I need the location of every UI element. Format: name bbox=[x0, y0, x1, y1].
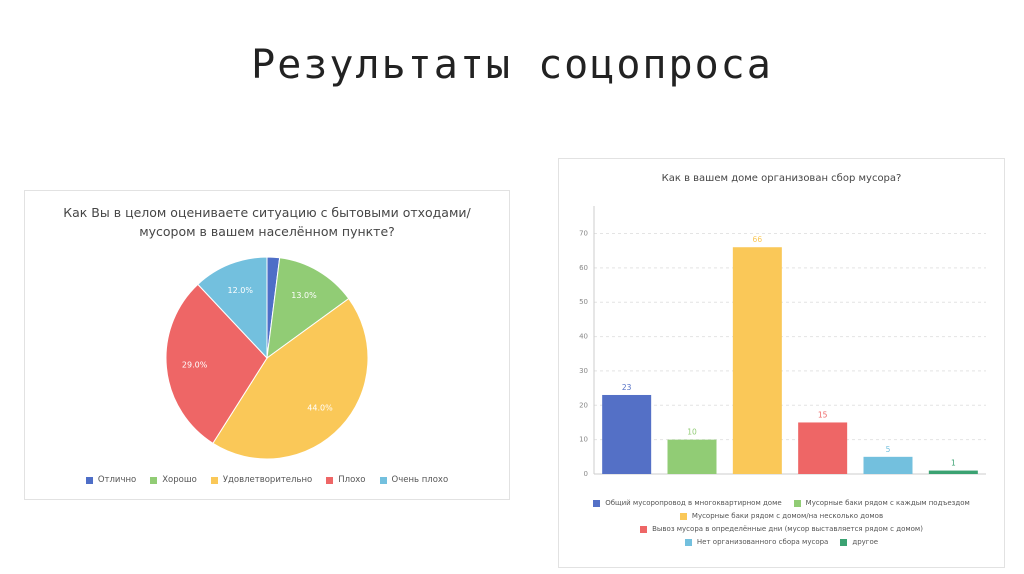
bar bbox=[928, 470, 978, 474]
bar bbox=[602, 394, 652, 474]
legend-item: Нет организованного сбора мусора bbox=[684, 538, 829, 546]
legend-swatch bbox=[210, 476, 218, 484]
legend-item: Плохо bbox=[326, 475, 366, 485]
pie-slice bbox=[165, 283, 268, 444]
y-tick-label: 70 bbox=[579, 229, 588, 237]
legend-label: Вывоз мусора в определённые дни (мусор в… bbox=[652, 525, 923, 533]
bar-chart-card: Как в вашем доме организован сбор мусора… bbox=[558, 158, 1005, 568]
bar-value-label: 5 bbox=[886, 445, 891, 454]
legend-swatch bbox=[840, 538, 848, 546]
bar bbox=[798, 422, 848, 474]
slice-label: 29.0% bbox=[182, 360, 208, 369]
legend-item: Общий мусоропровод в многоквартирном дом… bbox=[593, 499, 782, 507]
y-tick-label: 10 bbox=[579, 436, 588, 444]
y-tick-label: 40 bbox=[579, 333, 588, 341]
chart-title: Как Вы в целом оцениваете ситуацию с быт… bbox=[63, 205, 471, 239]
legend-item: другое bbox=[840, 538, 878, 546]
legend-label: Мусорные баки рядом с домом/на несколько… bbox=[691, 512, 884, 520]
legend-item: Мусорные баки рядом с каждым подъездом bbox=[793, 499, 970, 507]
legend-swatch bbox=[85, 476, 93, 484]
legend-item: Удовлетворительно bbox=[210, 475, 313, 485]
legend-swatch bbox=[150, 476, 158, 484]
legend-label: Мусорные баки рядом с каждым подъездом bbox=[805, 499, 970, 507]
pie-slice bbox=[197, 256, 268, 360]
y-tick-label: 0 bbox=[584, 470, 588, 478]
slice-label: 12.0% bbox=[228, 286, 254, 295]
pie-plot: 13.0% 44.0% 29.0% 12.0% bbox=[165, 256, 369, 460]
slice-label: 13.0% bbox=[291, 291, 317, 300]
legend-label: другое bbox=[852, 538, 879, 546]
bar-value-label: 1 bbox=[951, 459, 956, 468]
pie-slice bbox=[266, 257, 350, 360]
chart-title: Как в вашем доме организован сбор мусора… bbox=[661, 173, 902, 184]
legend-swatch bbox=[679, 512, 687, 520]
slice-label: 44.0% bbox=[307, 403, 333, 412]
legend-item: Отлично bbox=[85, 475, 137, 485]
legend-swatch bbox=[793, 499, 801, 507]
legend-item: Очень плохо bbox=[379, 475, 449, 485]
legend-swatch bbox=[684, 538, 692, 546]
bar-value-label: 15 bbox=[818, 410, 828, 419]
bar-value-label: 10 bbox=[687, 428, 697, 437]
bar bbox=[732, 247, 782, 474]
y-tick-label: 20 bbox=[579, 401, 588, 409]
bar-value-label: 66 bbox=[753, 235, 763, 244]
legend-swatch bbox=[379, 476, 387, 484]
pie-chart-card: Как Вы в целом оцениваете ситуацию с быт… bbox=[24, 190, 510, 500]
legend-item: Вывоз мусора в определённые дни (мусор в… bbox=[640, 525, 923, 533]
bar bbox=[863, 456, 913, 474]
legend-label: Удовлетворительно bbox=[222, 475, 313, 485]
legend-label: Отлично bbox=[97, 475, 137, 485]
y-tick-label: 30 bbox=[579, 367, 588, 375]
legend-swatch bbox=[326, 476, 334, 484]
legend-item: Мусорные баки рядом с домом/на несколько… bbox=[679, 512, 884, 520]
legend-label: Нет организованного сбора мусора bbox=[696, 538, 829, 546]
legend-item: Хорошо bbox=[150, 475, 197, 485]
legend-swatch bbox=[640, 525, 648, 533]
bar bbox=[667, 439, 717, 474]
bar-value-label: 23 bbox=[622, 383, 632, 392]
legend: Общий мусоропровод в многоквартирном дом… bbox=[569, 499, 994, 546]
legend-swatch bbox=[593, 499, 601, 507]
y-tick-label: 60 bbox=[579, 264, 588, 272]
legend-label: Очень плохо bbox=[391, 475, 449, 485]
bar-plot: 0 10 20 30 40 50 60 70 23 10 66 15 5 1 bbox=[579, 206, 986, 478]
slide-title: Результаты соцопроса bbox=[251, 42, 773, 88]
y-tick-label: 50 bbox=[579, 298, 588, 306]
legend-label: Общий мусоропровод в многоквартирном дом… bbox=[605, 499, 782, 507]
legend: Отлично Хорошо Удовлетворительно Плохо Очень… bbox=[35, 475, 499, 485]
pie-slice bbox=[212, 297, 369, 460]
legend-label: Плохо bbox=[338, 475, 366, 485]
legend-label: Хорошо bbox=[162, 475, 197, 485]
